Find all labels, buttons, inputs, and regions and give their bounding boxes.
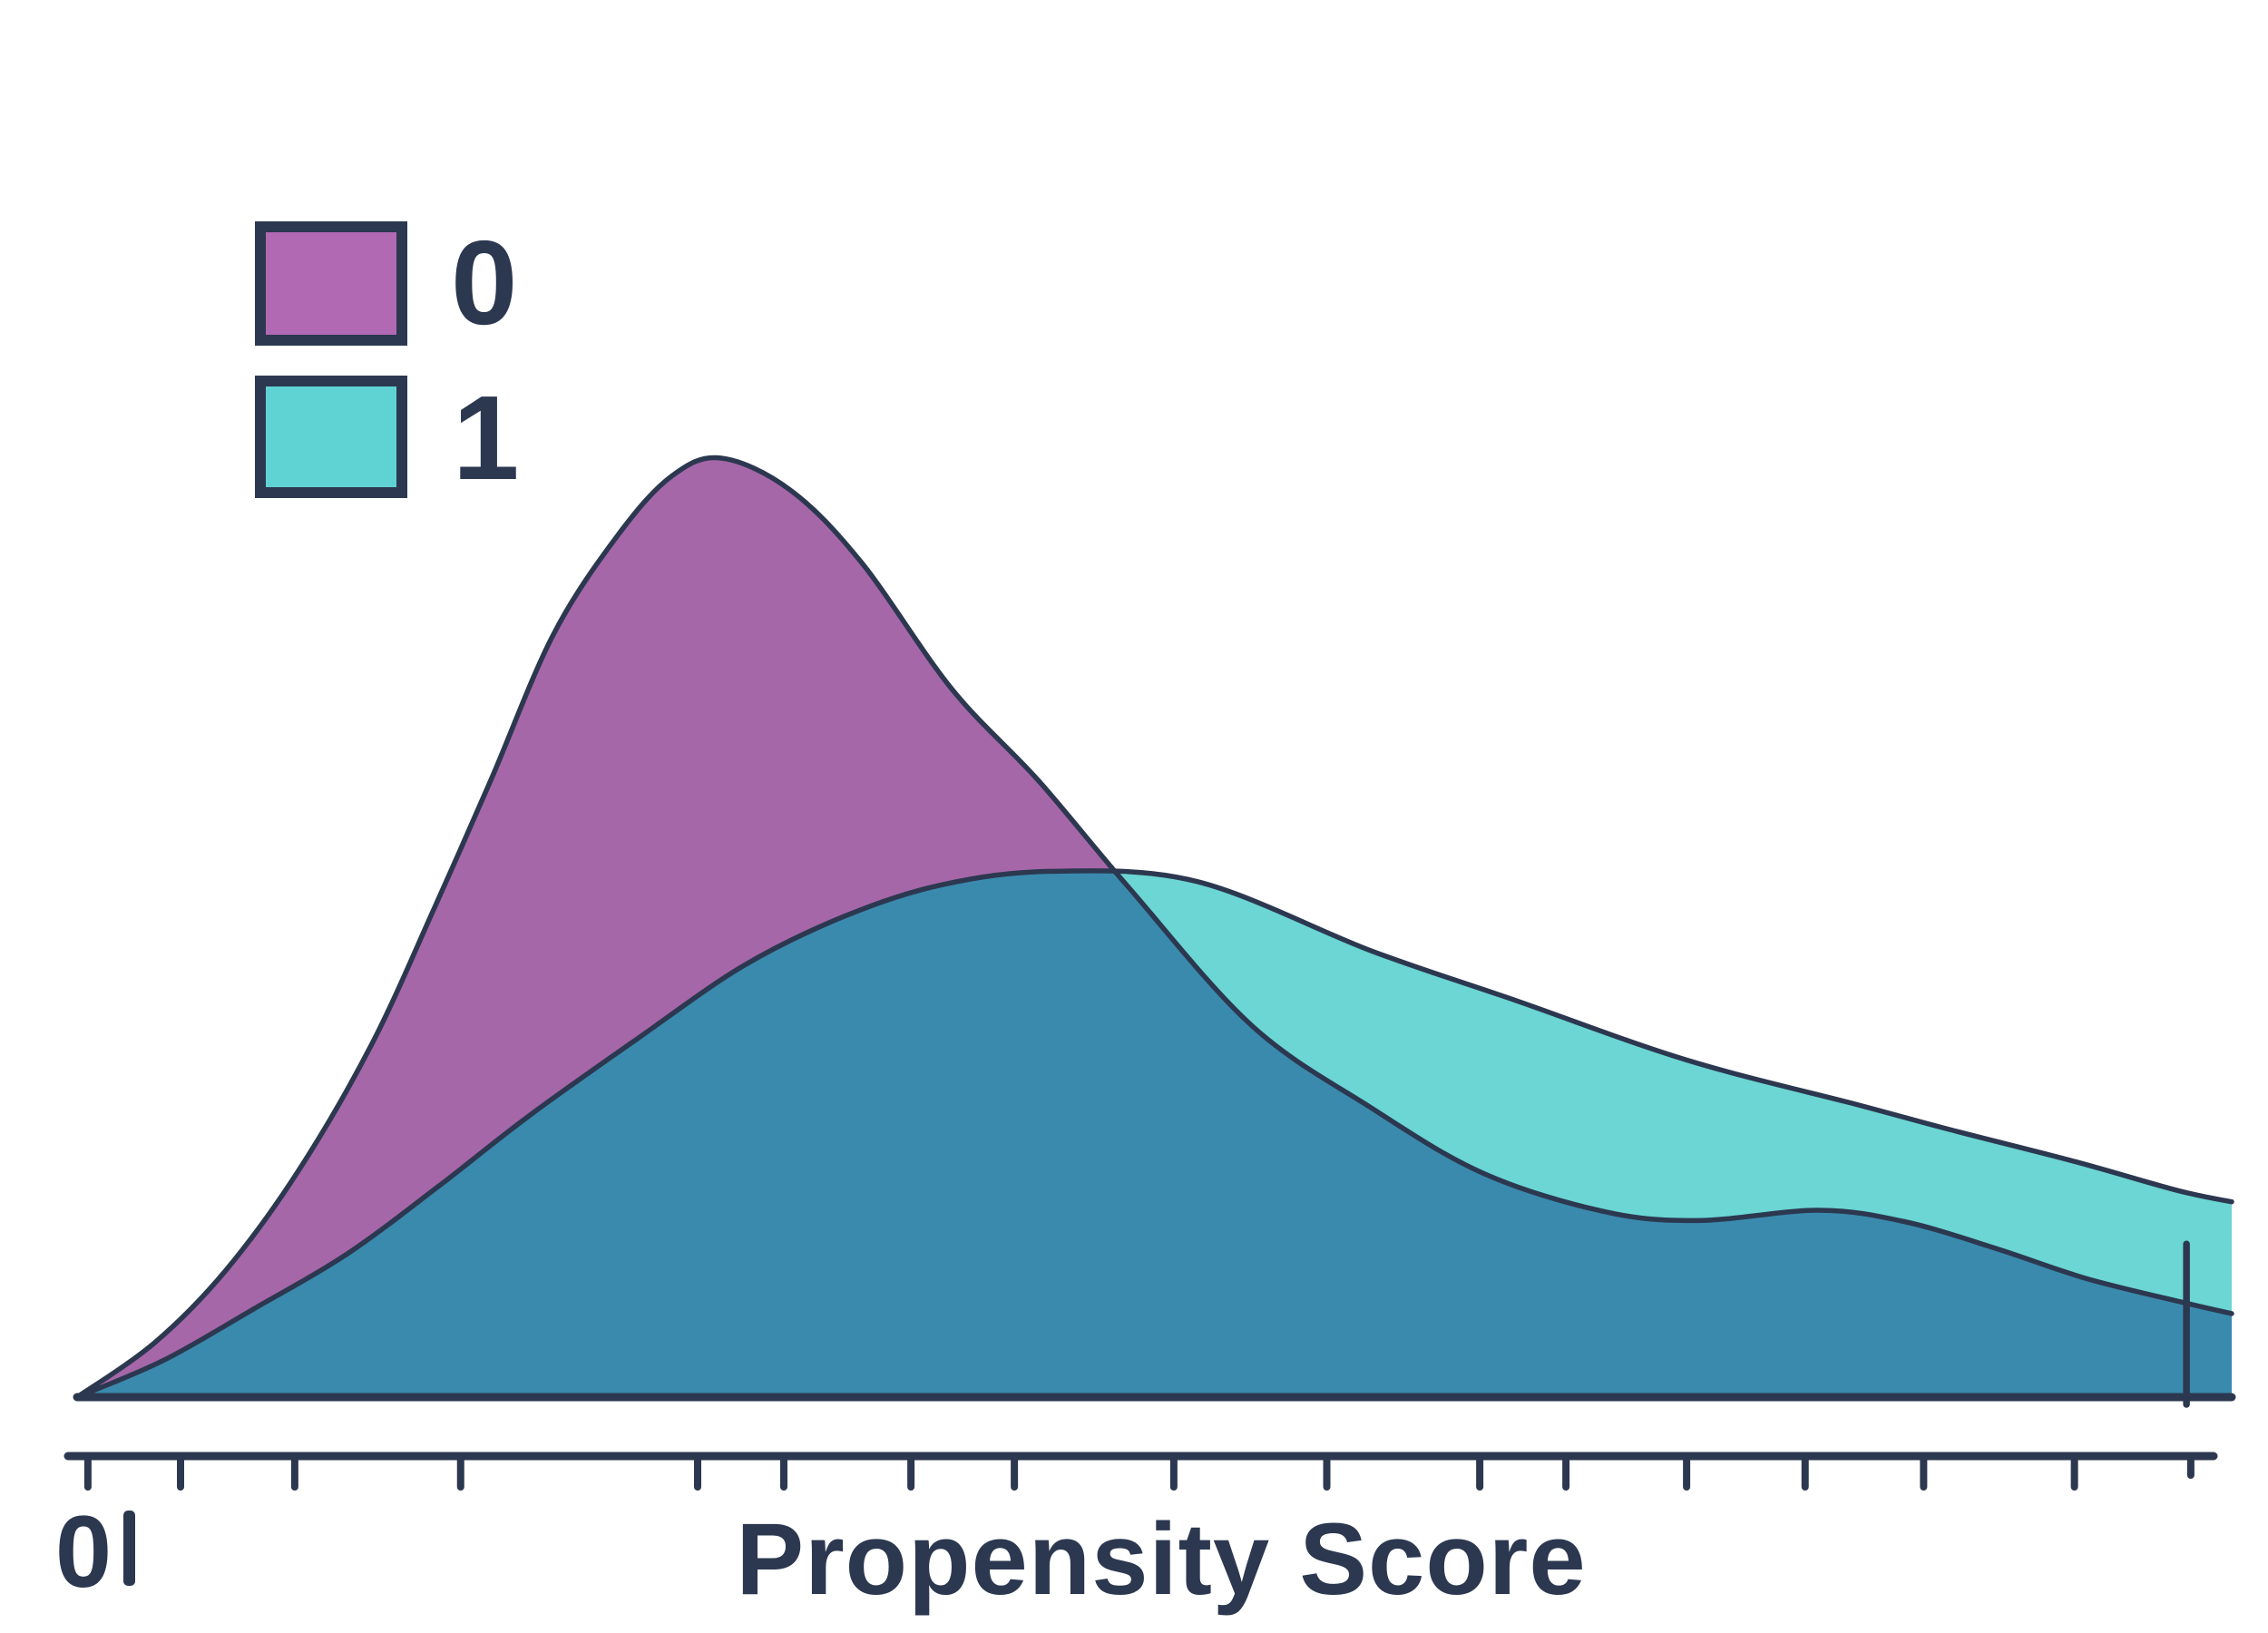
x-axis-title: Propensity Score	[736, 1502, 1586, 1616]
legend-swatch-0	[255, 221, 407, 346]
legend-item-1: 1	[255, 371, 519, 504]
legend-label-1: 1	[453, 371, 519, 504]
density-curve-1	[74, 868, 2234, 1400]
density-overlap-region	[77, 870, 2232, 1397]
x-axis: 0 Propensity Score	[55, 1452, 2218, 1616]
legend: 0 1	[255, 216, 519, 504]
density-outlines	[74, 455, 2234, 1400]
density-areas	[77, 457, 2232, 1397]
x-axis-ticks	[83, 1452, 2195, 1491]
density-curve-0	[74, 455, 2234, 1400]
legend-label-0: 0	[451, 216, 517, 349]
legend-item-0: 0	[255, 216, 517, 349]
tick-label-bar-mark	[123, 1511, 135, 1586]
legend-swatch-1	[255, 376, 407, 498]
x-axis-tick-label-0: 0	[55, 1495, 112, 1609]
